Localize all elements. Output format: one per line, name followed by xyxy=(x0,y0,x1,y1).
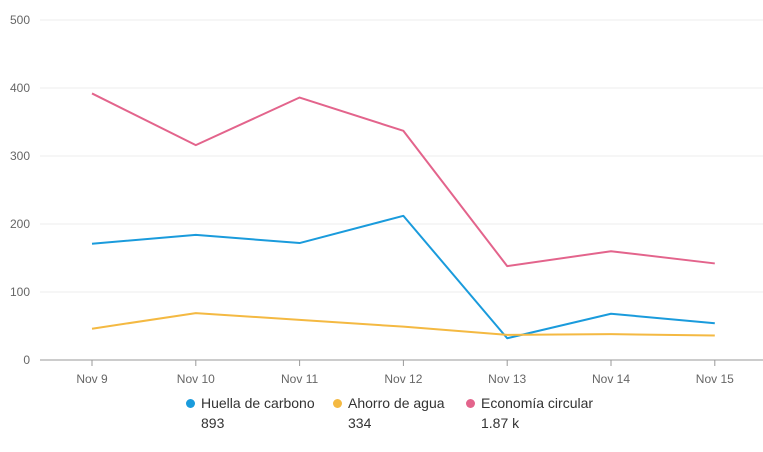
y-tick-label: 400 xyxy=(10,81,30,95)
legend-total: 334 xyxy=(348,415,372,431)
y-tick-label: 500 xyxy=(10,13,30,27)
legend-label: Economía circular xyxy=(481,395,594,411)
legend-item-economia-circular[interactable]: Economía circular 1.87 k xyxy=(466,394,593,432)
x-tick-label: Nov 12 xyxy=(384,372,422,386)
legend-total: 893 xyxy=(201,415,225,431)
y-tick-label: 0 xyxy=(23,353,30,367)
grid-lines xyxy=(40,19,763,293)
legend-marker xyxy=(333,398,342,408)
y-tick-label: 200 xyxy=(10,217,30,231)
series-line xyxy=(91,92,715,268)
legend-item-huella-de-carbono[interactable]: Huella de carbono 893 xyxy=(186,394,315,432)
legend-marker xyxy=(186,398,195,408)
legend-total: 1.87 k xyxy=(481,415,520,431)
series-lines xyxy=(91,92,715,340)
y-tick-label: 100 xyxy=(10,285,30,299)
y-axis-ticks: 0 100 200 300 400 500 xyxy=(10,13,30,367)
x-tick-label: Nov 11 xyxy=(281,372,318,386)
x-axis: Nov 9 Nov 10 Nov 11 Nov 12 Nov 13 Nov 14 Nov 1… xyxy=(40,359,763,386)
y-tick-label: 300 xyxy=(10,149,30,163)
series-line xyxy=(91,214,715,340)
x-tick-label: Nov 10 xyxy=(177,372,215,386)
series-line xyxy=(91,312,715,337)
x-tick-label: Nov 13 xyxy=(488,372,526,386)
legend: Huella de carbono 893 Ahorro de agua 334… xyxy=(0,394,763,434)
legend-label: Huella de carbono xyxy=(201,395,315,411)
legend-label: Ahorro de agua xyxy=(348,395,445,411)
x-tick-label: Nov 15 xyxy=(696,372,734,386)
x-tick-label: Nov 9 xyxy=(76,372,108,386)
legend-marker xyxy=(466,398,475,408)
legend-item-ahorro-de-agua[interactable]: Ahorro de agua 334 xyxy=(333,394,445,432)
x-tick-label: Nov 14 xyxy=(592,372,630,386)
